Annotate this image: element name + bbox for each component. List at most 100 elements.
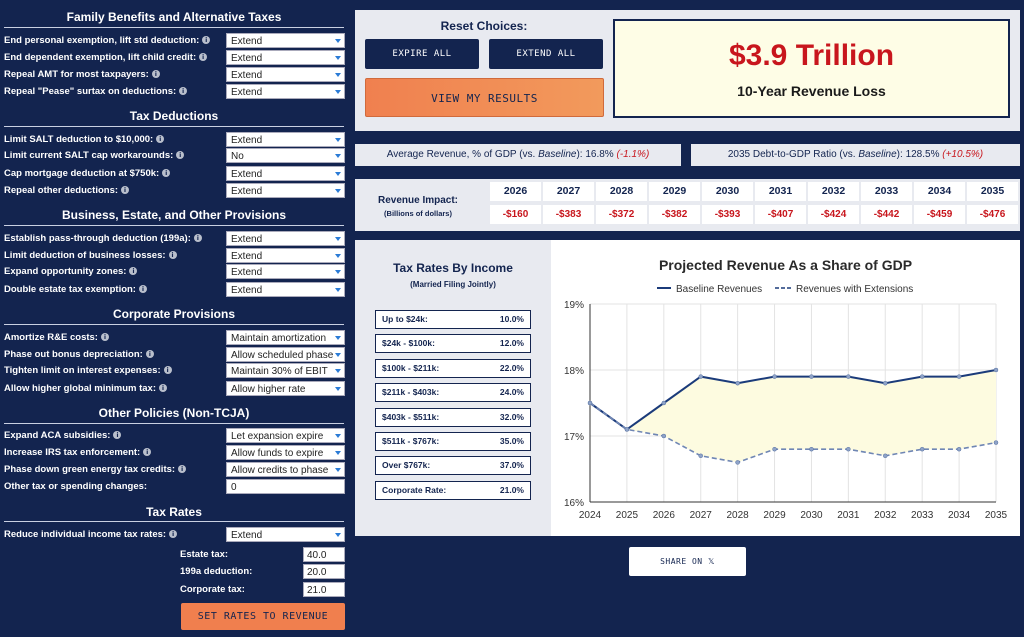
section-title-corporate: Corporate Provisions bbox=[112, 307, 236, 321]
option-select[interactable]: Maintain 30% of EBIT bbox=[226, 363, 345, 378]
tax-rates-subtitle: (Married Filing Jointly) bbox=[410, 280, 496, 289]
info-icon[interactable]: i bbox=[168, 251, 177, 259]
option-select-value: Extend bbox=[231, 186, 263, 197]
impact-value: -$459 bbox=[914, 205, 965, 224]
option-select[interactable]: Extend bbox=[226, 264, 345, 279]
info-icon[interactable]: i bbox=[159, 384, 168, 392]
option-select[interactable]: Extend bbox=[226, 33, 345, 48]
option-select-value: No bbox=[231, 151, 244, 162]
info-icon[interactable]: i bbox=[151, 70, 160, 78]
section-divider bbox=[4, 126, 344, 127]
tax-bracket-rate: 10.0% bbox=[499, 314, 524, 324]
info-icon[interactable]: i bbox=[202, 36, 211, 44]
chevron-down-icon bbox=[335, 434, 341, 438]
tax-bracket-rate: 22.0% bbox=[499, 362, 524, 373]
rate-input-row: Estate tax: 40.0 bbox=[180, 547, 348, 563]
info-icon[interactable]: i bbox=[199, 53, 208, 61]
revenue-neutral-button[interactable]: SET RATES TO REVENUE NEUTRAL bbox=[181, 603, 345, 630]
info-icon[interactable]: i bbox=[100, 333, 109, 341]
legend-label-baseline: Baseline Revenues bbox=[676, 284, 762, 295]
chevron-down-icon bbox=[335, 468, 341, 472]
option-select-value: Extend bbox=[231, 285, 263, 296]
option-select[interactable]: Extend bbox=[226, 84, 345, 99]
option-select[interactable]: Extend bbox=[226, 248, 345, 263]
option-row: Repeal "Pease" surtax on deductions: i Ext… bbox=[4, 84, 345, 100]
section-divider bbox=[4, 423, 344, 424]
tax-rates-title: Tax Rates By Income bbox=[393, 261, 513, 275]
option-row: Repeal other deductions: i Extend bbox=[4, 183, 345, 199]
data-point bbox=[883, 453, 888, 459]
option-select[interactable]: Maintain amortization bbox=[226, 330, 345, 345]
option-row: Establish pass-through deduction (199a):… bbox=[4, 231, 345, 247]
option-select[interactable]: Allow scheduled phase bbox=[226, 347, 345, 362]
option-select-value: Allow scheduled phase bbox=[231, 350, 334, 361]
info-icon[interactable]: i bbox=[121, 186, 130, 194]
impact-value: -$382 bbox=[649, 205, 700, 224]
impact-value: -$160 bbox=[490, 205, 541, 224]
rate-input-field[interactable]: 21.0 bbox=[303, 582, 345, 597]
info-icon[interactable]: i bbox=[145, 350, 154, 358]
chevron-down-icon bbox=[335, 270, 341, 274]
view-results-button[interactable]: VIEW MY RESULTS bbox=[365, 78, 604, 117]
x-tick-label: 2027 bbox=[690, 510, 713, 521]
option-select[interactable]: Extend bbox=[226, 183, 345, 198]
rate-input-field[interactable]: 40.0 bbox=[303, 547, 345, 562]
data-point bbox=[809, 446, 814, 452]
option-select[interactable]: Extend bbox=[226, 231, 345, 246]
tax-bracket-label: $511k - $767k: bbox=[382, 436, 440, 446]
impact-year: 2033 bbox=[861, 182, 912, 201]
tax-bracket-rate: 32.0% bbox=[499, 411, 524, 422]
tax-bracket-label: $211k - $403k: bbox=[382, 387, 440, 398]
policy-options-panel: Family Benefits and Alternative Taxes End… bbox=[0, 0, 348, 637]
option-select[interactable]: No bbox=[226, 148, 345, 163]
data-point bbox=[846, 374, 851, 379]
impact-year: 2032 bbox=[808, 182, 859, 201]
info-icon[interactable]: i bbox=[113, 431, 122, 439]
info-icon[interactable]: i bbox=[176, 151, 185, 159]
info-icon[interactable]: i bbox=[156, 135, 165, 143]
share-on-x-button[interactable]: SHARE ON 𝕏 bbox=[629, 547, 746, 576]
option-select[interactable]: Allow credits to phase bbox=[226, 462, 345, 477]
option-select[interactable]: Extend bbox=[226, 67, 345, 82]
info-icon[interactable]: i bbox=[193, 234, 202, 242]
info-icon[interactable]: i bbox=[178, 465, 187, 473]
option-label-text: Phase down green energy tax credits: bbox=[4, 464, 176, 475]
y-tick-label: 18% bbox=[564, 366, 584, 377]
info-icon[interactable]: i bbox=[162, 169, 171, 177]
option-row: Allow higher global minimum tax: i Allow h… bbox=[4, 381, 345, 397]
extend-all-button[interactable]: EXTEND ALL bbox=[489, 39, 603, 69]
x-tick-label: 2034 bbox=[948, 510, 971, 521]
option-select[interactable]: Allow funds to expire bbox=[226, 445, 345, 460]
tax-bracket-row: $100k - $211k: 22.0% bbox=[375, 358, 531, 378]
option-select-value: Maintain amortization bbox=[231, 333, 327, 344]
data-point bbox=[919, 374, 925, 379]
option-label-text: Repeal AMT for most taxpayers: bbox=[4, 69, 149, 80]
x-tick-label: 2030 bbox=[800, 510, 823, 521]
baseline-series-line bbox=[589, 369, 997, 431]
info-icon[interactable]: i bbox=[169, 530, 178, 538]
data-point bbox=[772, 446, 777, 452]
option-select-value: Extend bbox=[231, 87, 263, 98]
impact-year: 2035 bbox=[967, 182, 1018, 201]
section-divider bbox=[4, 27, 344, 28]
info-icon[interactable]: i bbox=[163, 366, 172, 374]
other-changes-input[interactable]: 0 bbox=[226, 479, 345, 494]
option-select[interactable]: Allow higher rate bbox=[226, 381, 345, 396]
info-icon[interactable]: i bbox=[138, 285, 147, 293]
expire-all-button[interactable]: EXPIRE ALL bbox=[365, 39, 479, 69]
avg-revenue-stat: Average Revenue, % of GDP (vs. Baseline)… bbox=[355, 144, 681, 166]
option-row: Double estate tax exemption: i Extend bbox=[4, 282, 345, 298]
option-select[interactable]: Let expansion expire bbox=[226, 428, 345, 443]
info-icon[interactable]: i bbox=[129, 267, 138, 275]
option-select[interactable]: Extend bbox=[226, 132, 345, 147]
rate-input-field[interactable]: 20.0 bbox=[303, 564, 345, 579]
option-select[interactable]: Extend bbox=[226, 166, 345, 181]
section-divider bbox=[4, 521, 344, 522]
option-select[interactable]: Extend bbox=[226, 527, 345, 542]
option-select[interactable]: Extend bbox=[226, 282, 345, 297]
option-label: Reduce individual income tax rates: i bbox=[4, 529, 178, 540]
option-select[interactable]: Extend bbox=[226, 50, 345, 65]
info-icon[interactable]: i bbox=[179, 87, 188, 95]
option-row: Expand ACA subsidies: i Let expansion expi… bbox=[4, 428, 345, 444]
info-icon[interactable]: i bbox=[143, 448, 152, 456]
